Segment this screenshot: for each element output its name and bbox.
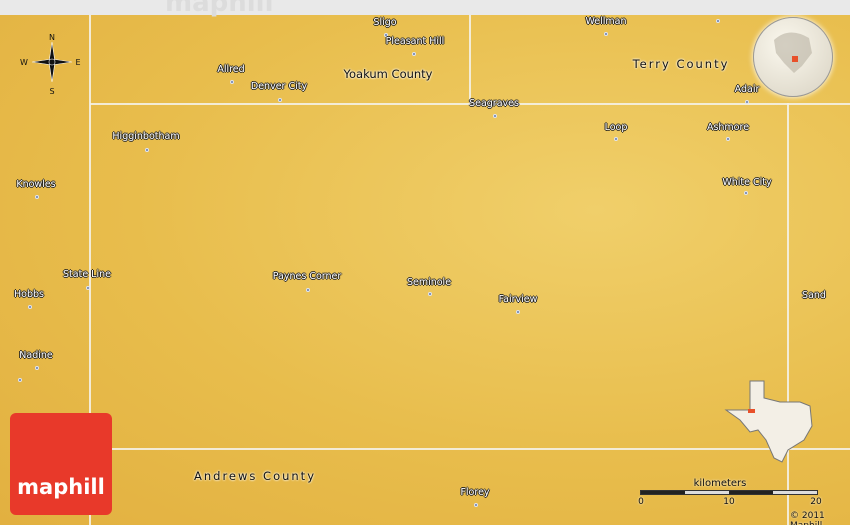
place-label[interactable]: Fairview (498, 294, 538, 305)
place-marker[interactable] (516, 310, 520, 314)
place-marker[interactable] (28, 305, 32, 309)
place-marker[interactable] (493, 114, 497, 118)
compass-n: N (49, 33, 55, 42)
place-marker[interactable] (614, 137, 618, 141)
place-marker[interactable] (428, 292, 432, 296)
logo-text: maphill (17, 475, 105, 499)
place-label[interactable]: State Line (63, 269, 111, 280)
place-marker[interactable] (726, 137, 730, 141)
county-border (469, 15, 471, 104)
place-marker[interactable] (412, 52, 416, 56)
place-marker[interactable] (474, 503, 478, 507)
compass-rose-icon: N S E W (20, 33, 80, 96)
county-border (89, 15, 91, 525)
place-label[interactable]: Higginbotham (112, 131, 180, 142)
place-label[interactable]: Hobbs (14, 289, 44, 300)
county-label: Yoakum County (343, 67, 433, 81)
county-border (787, 103, 789, 525)
place-label[interactable]: Adair (734, 84, 760, 95)
place-label[interactable]: Seminole (406, 277, 452, 288)
place-label[interactable]: Wellman (585, 16, 627, 27)
scale-tick: 20 (810, 497, 822, 507)
place-marker[interactable] (35, 366, 39, 370)
place-label[interactable]: Florey (460, 487, 490, 498)
county-label: Terry County (632, 57, 730, 71)
place-marker[interactable] (384, 33, 388, 37)
place-label[interactable]: Sand (802, 290, 826, 301)
place-marker[interactable] (744, 191, 748, 195)
place-label[interactable]: Allred (217, 64, 245, 75)
place-marker[interactable] (35, 195, 39, 199)
place-label[interactable]: Paynes Corner (272, 271, 342, 282)
scale-bar (640, 490, 818, 495)
place-marker[interactable] (230, 80, 234, 84)
compass-w: W (20, 58, 28, 67)
place-label[interactable]: Knowles (16, 179, 56, 190)
place-label[interactable]: Ashmore (706, 122, 750, 133)
county-label: Andrews County (193, 469, 317, 483)
scale-tick: 0 (638, 497, 644, 507)
place-marker[interactable] (604, 32, 608, 36)
scale-unit: kilometers (693, 478, 747, 489)
place-label[interactable]: Nadine (19, 350, 53, 361)
watermark: maphill (165, 0, 274, 18)
globe-locator-icon (753, 17, 833, 97)
compass-e: E (75, 58, 80, 67)
maphill-logo[interactable]: maphill (10, 413, 112, 515)
place-marker[interactable] (86, 286, 90, 290)
county-border (90, 448, 850, 450)
place-label[interactable]: Pleasant Hill (385, 36, 445, 47)
place-marker[interactable] (145, 148, 149, 152)
top-bar: maphill (0, 0, 850, 18)
place-label[interactable]: Loop (604, 122, 628, 133)
place-label[interactable]: Denver City (250, 81, 308, 92)
copyright: © 2011 Maphill (790, 511, 825, 525)
place-marker[interactable] (18, 378, 22, 382)
place-marker[interactable] (745, 100, 749, 104)
scale-tick: 10 (723, 497, 735, 507)
compass-s: S (49, 87, 54, 96)
county-border (90, 103, 850, 105)
place-label[interactable]: Sligo (373, 17, 397, 28)
place-label[interactable]: White City (722, 177, 772, 188)
place-marker[interactable] (306, 288, 310, 292)
place-marker[interactable] (278, 98, 282, 102)
place-marker[interactable] (716, 19, 720, 23)
texas-locator-icon (724, 380, 813, 463)
place-label[interactable]: Seagraves (469, 98, 519, 109)
